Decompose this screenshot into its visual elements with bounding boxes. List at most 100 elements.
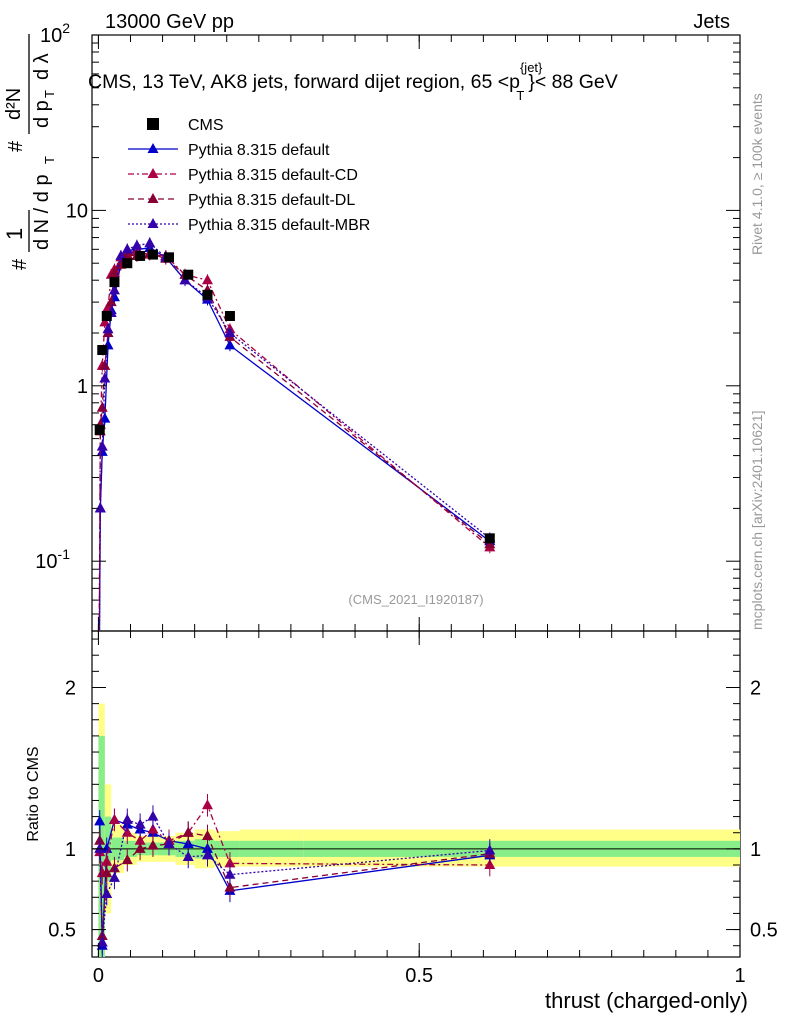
- main-y-axis-label: # 1 d N / d p T # d²N d p T d λ: [2, 34, 57, 270]
- y-label-dpT: d p: [31, 100, 53, 128]
- y-label-dN: d N / d p: [31, 174, 53, 250]
- main-point-2-2: [96, 401, 108, 412]
- y-label-d2N: d²N: [3, 88, 25, 120]
- main-point-3-2: [96, 440, 108, 451]
- main-series-3: [94, 237, 496, 631]
- legend-label-1: Pythia 8.315 default: [188, 142, 330, 159]
- mcplots-label: mcplots.cern.ch [arXiv:2401.10621]: [749, 411, 765, 630]
- ratio-y-tick-label-left-1: 1: [65, 839, 76, 861]
- analysis-tag: (CMS_2021_I1920187): [348, 592, 483, 607]
- ratio-point-1-9: [201, 799, 213, 810]
- ratio-point-3-3: [108, 871, 120, 882]
- ratio-point-2-6: [147, 839, 159, 850]
- ratio-point-2-10: [224, 881, 236, 892]
- cms-point-2: [101, 311, 112, 322]
- main-point-3-14: [224, 327, 236, 337]
- main-point-2-6: [108, 266, 120, 277]
- x-tick-label-2: 1: [734, 965, 745, 987]
- main-point-3-1: [94, 502, 106, 513]
- cms-data: [94, 249, 495, 544]
- legend-marker-3: [147, 193, 159, 203]
- main-line-3: [98, 242, 491, 631]
- ratio-point-3-0: [94, 842, 106, 853]
- ratio-point-3-1: [96, 936, 108, 947]
- main-y-tick-label-3: 102: [40, 20, 70, 47]
- ratio-y-tick-label-right-2: 2: [750, 677, 761, 699]
- main-point-2-5: [105, 296, 117, 307]
- legend-label-4: Pythia 8.315 default-MBR: [188, 217, 370, 234]
- ratio-line-2: [99, 832, 490, 937]
- ratio-point-1-2: [101, 855, 113, 866]
- cms-point-0: [94, 424, 105, 435]
- legend-marker-1: [147, 143, 159, 153]
- x-axis-label: thrust (charged-only): [545, 988, 748, 1013]
- axis-ticks: 0 0.5 1 10-1 1 10 102 0.5 0.5 1 1 2 2: [35, 20, 778, 987]
- legend-marker-4: [147, 218, 159, 228]
- ratio-point-1-6: [147, 823, 159, 834]
- cms-point-11: [484, 533, 495, 544]
- cms-point-3: [109, 277, 120, 288]
- cms-point-10: [224, 311, 235, 322]
- legend: CMS Pythia 8.315 default Pythia 8.315 defa…: [128, 117, 370, 234]
- ratio-point-3-9: [201, 849, 213, 860]
- ratio-point-2-9: [201, 829, 213, 840]
- cms-point-4: [122, 258, 133, 269]
- main-line-1: [98, 251, 491, 631]
- ratio-series-group: [94, 794, 496, 957]
- cms-point-1: [97, 344, 108, 355]
- main-y-tick-label-2: 10: [66, 200, 88, 222]
- cms-point-5: [135, 250, 146, 261]
- main-point-3-3: [99, 372, 111, 383]
- y-label-T2: T: [42, 90, 57, 98]
- main-y-tick-label-0: 10-1: [35, 546, 70, 573]
- ratio-y-tick-label-left-0: 0.5: [48, 920, 76, 942]
- y-label-T1: T: [42, 156, 57, 164]
- legend-item-0: CMS: [147, 117, 224, 134]
- legend-item-4: Pythia 8.315 default-MBR: [128, 217, 370, 234]
- ratio-line-3: [99, 815, 490, 943]
- ratio-y-tick-label-left-2: 2: [65, 677, 76, 699]
- ratio-point-0-0: [94, 815, 106, 826]
- rivet-label: Rivet 4.1.0, ≥ 100k events: [749, 93, 765, 255]
- cms-point-9: [202, 289, 213, 300]
- plot-title-superscript: {jet}: [520, 60, 543, 75]
- main-series-0: [94, 242, 496, 631]
- x-tick-label-0: 0: [93, 965, 104, 987]
- ratio-point-3-8: [182, 850, 194, 861]
- main-point-3-4: [102, 323, 114, 334]
- legend-item-1: Pythia 8.315 default: [128, 142, 330, 159]
- y-label-hash1: #: [9, 258, 31, 270]
- ratio-point-3-6: [147, 810, 159, 821]
- main-point-1-13: [201, 274, 213, 285]
- ratio-point-1-3: [108, 813, 120, 824]
- ratio-point-3-10: [224, 868, 236, 879]
- plot-title-subscript: T: [516, 88, 524, 103]
- ratio-point-1-10: [224, 857, 236, 868]
- ratio-point-3-2: [101, 888, 113, 899]
- x-tick-label-1: 0.5: [405, 965, 433, 987]
- main-point-0-14: [224, 339, 236, 350]
- y-label-dlambda: d λ: [31, 53, 53, 80]
- main-point-3-6: [108, 284, 120, 295]
- header-right: Jets: [693, 11, 730, 33]
- ratio-y-tick-label-right-0: 0.5: [750, 920, 778, 942]
- ratio-series-3: [94, 805, 496, 954]
- plot-title: CMS, 13 TeV, AK8 jets, forward dijet reg…: [88, 60, 618, 103]
- legend-marker-2: [147, 168, 159, 178]
- main-point-3-10: [144, 237, 156, 248]
- plot-title-main: CMS, 13 TeV, AK8 jets, forward dijet reg…: [88, 71, 520, 93]
- ratio-point-2-5: [134, 842, 146, 853]
- legend-item-3: Pythia 8.315 default-DL: [128, 192, 355, 209]
- main-line-2: [98, 252, 491, 631]
- ratio-point-2-4: [121, 854, 133, 865]
- legend-marker-0: [147, 118, 159, 130]
- cms-point-7: [163, 252, 174, 263]
- cms-point-8: [183, 269, 194, 280]
- main-point-3-9: [131, 239, 143, 250]
- main-point-0-3: [99, 412, 111, 423]
- main-series-1: [94, 245, 496, 631]
- legend-label-2: Pythia 8.315 default-CD: [188, 167, 358, 184]
- ratio-point-2-8: [182, 826, 194, 837]
- ratio-point-3-5: [134, 818, 146, 829]
